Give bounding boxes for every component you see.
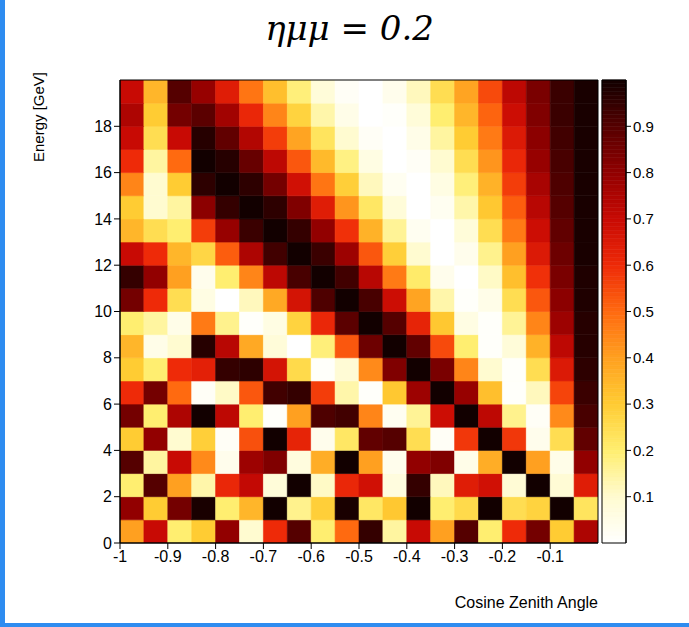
svg-text:-0.3: -0.3	[441, 548, 469, 565]
svg-text:10: 10	[94, 303, 112, 320]
svg-text:2: 2	[103, 488, 112, 505]
svg-text:-0.1: -0.1	[536, 548, 564, 565]
svg-text:0.2: 0.2	[633, 442, 654, 459]
svg-text:12: 12	[94, 257, 112, 274]
svg-text:-0.2: -0.2	[489, 548, 517, 565]
svg-text:0.3: 0.3	[633, 395, 654, 412]
svg-text:0.8: 0.8	[633, 164, 654, 181]
svg-text:-0.7: -0.7	[250, 548, 278, 565]
svg-text:8: 8	[103, 349, 112, 366]
svg-text:-0.8: -0.8	[202, 548, 230, 565]
svg-text:Energy [GeV]: Energy [GeV]	[30, 72, 47, 162]
svg-text:Cosine Zenith Angle: Cosine Zenith Angle	[455, 594, 598, 611]
svg-text:0.7: 0.7	[633, 210, 654, 227]
svg-text:-0.4: -0.4	[393, 548, 421, 565]
svg-text:-0.6: -0.6	[297, 548, 325, 565]
svg-text:0.9: 0.9	[633, 118, 654, 135]
svg-text:-1: -1	[113, 548, 127, 565]
svg-text:18: 18	[94, 118, 112, 135]
svg-text:4: 4	[103, 442, 112, 459]
svg-text:-0.5: -0.5	[345, 548, 373, 565]
svg-text:0.6: 0.6	[633, 257, 654, 274]
svg-text:16: 16	[94, 164, 112, 181]
svg-text:-0.9: -0.9	[154, 548, 182, 565]
svg-text:0.1: 0.1	[633, 488, 654, 505]
svg-text:0: 0	[103, 535, 112, 552]
svg-text:6: 6	[103, 396, 112, 413]
html-text:ημμ = 0.2: ημμ = 0.2	[265, 8, 434, 48]
svg-text:0.4: 0.4	[633, 349, 654, 366]
svg-text:0.5: 0.5	[633, 303, 654, 320]
svg-text:14: 14	[94, 211, 112, 228]
